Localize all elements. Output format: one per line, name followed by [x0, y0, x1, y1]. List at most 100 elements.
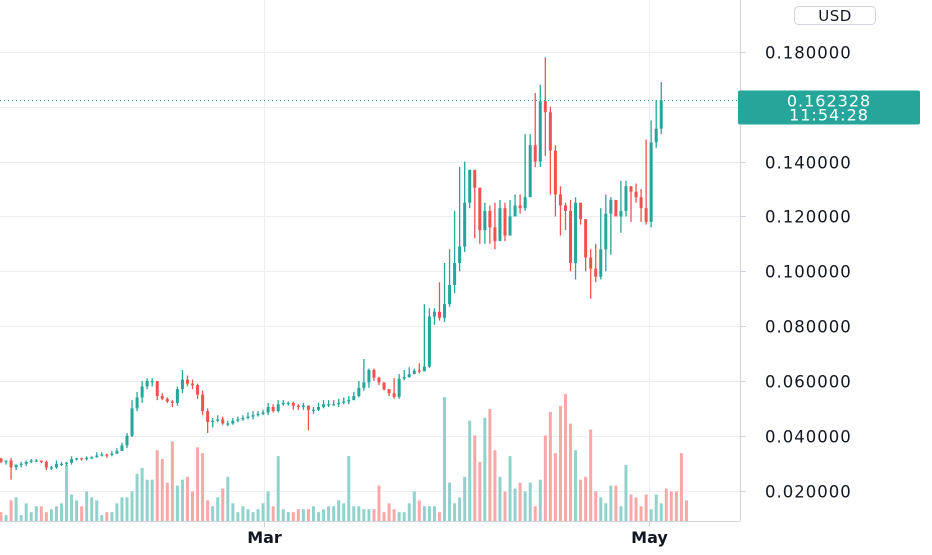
candle — [100, 452, 104, 457]
candle — [24, 460, 28, 466]
candle — [196, 383, 200, 399]
candle-body — [24, 461, 28, 464]
candle-body — [417, 370, 421, 372]
candle-body — [473, 169, 477, 188]
candle-body — [402, 377, 406, 379]
candle-body — [569, 210, 573, 264]
volume-bar — [206, 500, 210, 521]
volume-bar — [281, 509, 285, 521]
candle-body — [322, 404, 326, 407]
volume-bar — [553, 453, 557, 521]
candle — [412, 368, 416, 375]
candle — [65, 461, 69, 466]
volume-bar — [538, 479, 542, 521]
candle — [332, 400, 336, 406]
candle — [584, 219, 588, 272]
volume-bar — [100, 515, 104, 521]
candle — [281, 400, 285, 406]
volume-bar — [170, 441, 174, 521]
candles — [0, 57, 663, 480]
candle — [619, 180, 623, 233]
candle-body — [251, 415, 255, 417]
volume-bar — [579, 479, 583, 521]
candle — [342, 397, 346, 405]
candle — [427, 308, 431, 368]
candle — [604, 194, 608, 272]
volume-bar — [417, 500, 421, 521]
candle — [115, 448, 119, 454]
candle-body — [624, 186, 628, 211]
candle — [170, 400, 174, 407]
volume-bar — [80, 506, 84, 521]
candle — [624, 180, 628, 217]
volume-bar — [664, 488, 668, 521]
volume-bar — [533, 506, 537, 521]
candle-body — [90, 457, 94, 459]
volume-bar — [165, 482, 169, 521]
candle — [422, 304, 426, 372]
candle-body — [125, 435, 129, 446]
candle-body — [377, 377, 381, 383]
candle — [453, 210, 457, 294]
candle — [367, 368, 371, 388]
volume-bar — [211, 506, 215, 521]
candle — [175, 386, 179, 406]
volume-bar — [377, 485, 381, 521]
price-tick-label: 0.100000 — [765, 263, 852, 282]
candle-body — [271, 407, 275, 412]
candle-body — [291, 402, 295, 406]
candle — [609, 197, 613, 255]
time-scale[interactable]: Mar May — [247, 522, 668, 547]
volume-bar — [241, 506, 245, 521]
candle — [402, 369, 406, 381]
candle-body — [422, 366, 426, 372]
candle — [180, 369, 184, 394]
time-tick-label: Mar — [247, 528, 282, 547]
candle — [145, 378, 149, 390]
volume-bar — [327, 506, 331, 521]
candle — [160, 393, 164, 401]
candle-body — [115, 450, 119, 454]
candle — [478, 187, 482, 244]
volume-bar — [216, 497, 220, 521]
candle-body — [311, 409, 315, 411]
candle-body — [367, 369, 371, 383]
candle — [528, 134, 532, 198]
currency-button[interactable]: USD — [794, 6, 876, 26]
volume-bar — [629, 494, 633, 521]
volume-bar — [120, 497, 124, 521]
candle-body — [498, 208, 502, 242]
candle-body — [70, 459, 74, 463]
candle-body — [589, 257, 593, 269]
volume-bar — [9, 500, 13, 521]
candle-body — [332, 404, 336, 406]
candle-body — [337, 402, 341, 405]
candle — [579, 202, 583, 225]
candle-body — [538, 101, 542, 162]
candle — [261, 409, 265, 416]
volume-bar — [543, 435, 547, 521]
volume-bar — [614, 485, 618, 521]
candle — [165, 397, 169, 403]
price-tick-label: 0.020000 — [765, 483, 852, 502]
candle-body — [563, 205, 567, 211]
current-price-label-background — [738, 90, 920, 125]
candle-body — [448, 284, 452, 305]
volume-bar — [387, 503, 391, 521]
candle — [125, 433, 129, 449]
candle-body — [659, 100, 663, 129]
candle-body — [453, 263, 457, 285]
volume-bar — [513, 488, 517, 521]
volume-bar — [271, 506, 275, 521]
volume-bar — [397, 512, 401, 521]
candle-body — [49, 467, 53, 469]
candle-body — [211, 420, 215, 423]
volume-bar — [624, 464, 628, 521]
candle-body — [619, 210, 623, 217]
candle — [563, 202, 567, 231]
candle-body — [548, 112, 552, 151]
volume-bar — [367, 509, 371, 521]
candle — [256, 411, 260, 417]
